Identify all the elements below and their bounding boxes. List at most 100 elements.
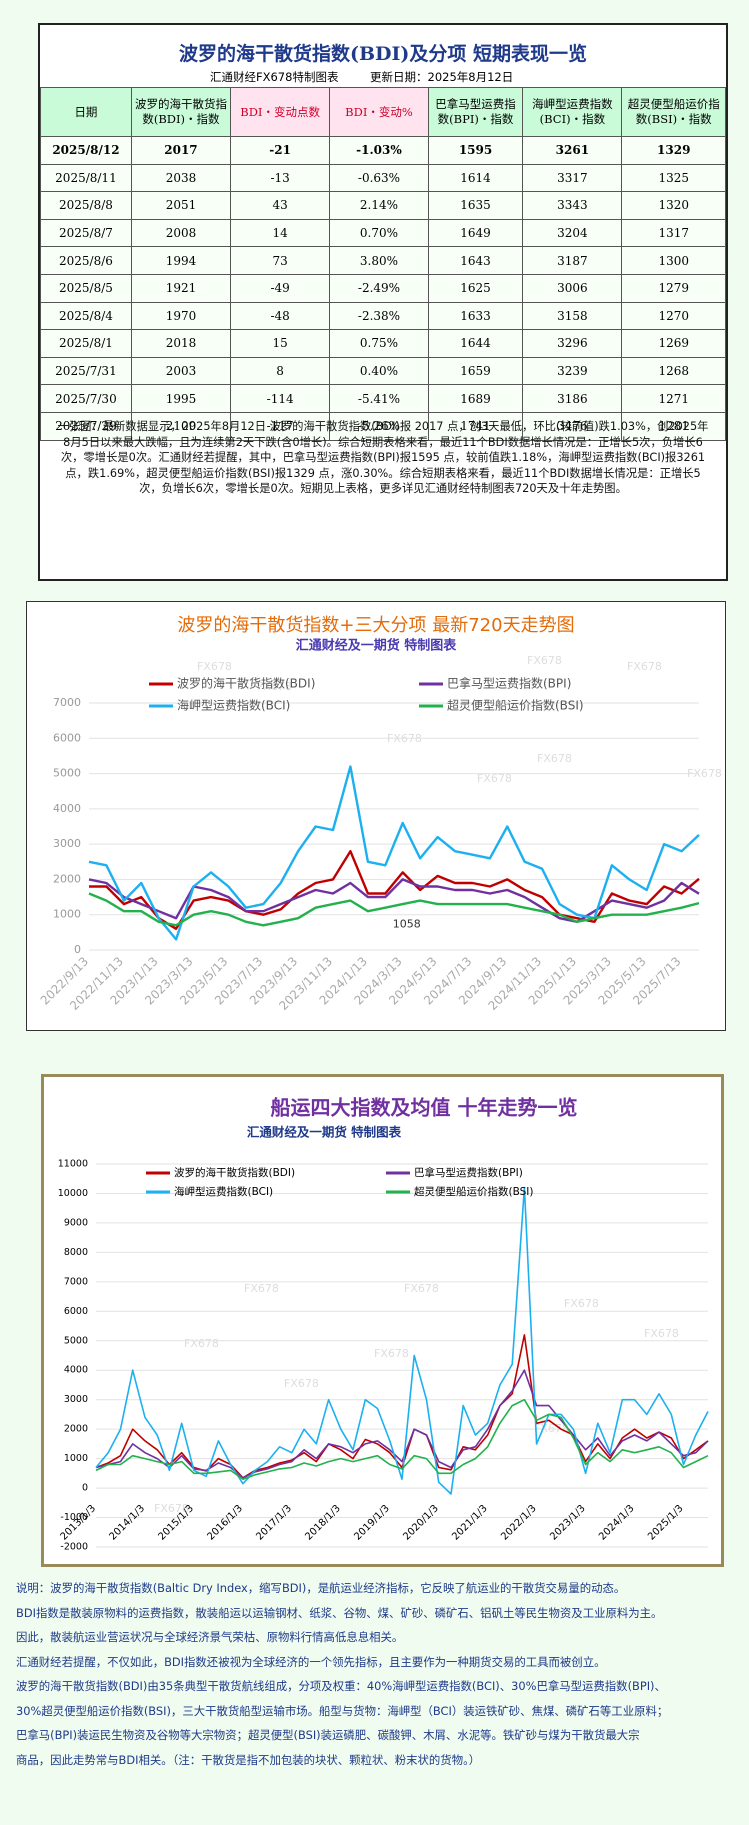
y-tick-label: 4000: [64, 1365, 88, 1376]
y-tick-label: 3000: [64, 1394, 88, 1405]
summary-text: 一张图：最新数据显示，2025年8月12日 波罗的海干散货指数(BDI)报 20…: [57, 420, 709, 495]
column-header: 巴拿马型运费指数(BPI)・指数: [427, 87, 524, 137]
table-cell: 2025/8/6: [40, 246, 132, 275]
legend-label: 海岬型运费指数(BCI): [174, 1185, 273, 1198]
table-cell: 1317: [621, 218, 726, 248]
x-tick-label: 2018/1/3: [303, 1503, 343, 1543]
y-tick-label: 0: [74, 943, 81, 956]
y-tick-label: 2000: [64, 1424, 88, 1435]
y-tick-label: 4000: [53, 802, 81, 815]
y-tick-label: 5000: [64, 1335, 88, 1346]
watermark: FX678: [627, 660, 662, 673]
watermark: FX678: [644, 1327, 679, 1340]
table-updated: 更新日期：2025年8月12日: [370, 70, 514, 84]
column-header: 海岬型运费指数(BCI)・指数: [522, 87, 623, 137]
note-line: 因此，散装航运业营运状况与全球经济景气荣枯、原物料行情高低息息相关。: [16, 1630, 404, 1644]
table-cell: 1643: [427, 246, 524, 275]
legend-label: 波罗的海干散货指数(BDI): [177, 676, 315, 691]
series-line: [88, 892, 700, 927]
y-tick-label: 9000: [64, 1217, 88, 1228]
table-cell: 8: [230, 356, 331, 386]
table-cell: -1.03%: [329, 136, 429, 165]
watermark: FX678: [564, 1297, 599, 1310]
table-cell: 2025/8/7: [40, 218, 132, 248]
table-cell: 2109: [130, 411, 232, 441]
watermark: FX678: [184, 1337, 219, 1350]
table-cell: 3187: [522, 246, 623, 275]
table-cell: 2025/8/11: [40, 163, 132, 193]
x-tick-label: 2023/1/3: [548, 1503, 588, 1543]
table-cell: 0.75%: [329, 329, 429, 358]
table-cell: 1329: [621, 136, 726, 165]
table-cell: 2025/8/12: [40, 136, 132, 165]
table-cell: 1325: [621, 163, 726, 193]
table-row: 2025/8/1 2018 15 0.75% 1644 3296 1269: [40, 329, 726, 358]
notes: 说明：波罗的海干散货指数(Baltic Dry Index，缩写BDI)，是航运…: [16, 1576, 744, 1772]
column-header: BDI・变动点数: [230, 87, 331, 137]
table-cell: -49: [230, 273, 331, 303]
series-line: [88, 765, 700, 941]
table-title: 波罗的海干散货指数(BDI)及分项 短期表现一览: [178, 43, 588, 65]
table-cell: -5.41%: [329, 384, 429, 413]
table-cell: 1595: [427, 136, 524, 165]
table-cell: 3261: [522, 136, 623, 165]
watermark: FX678: [534, 1422, 569, 1435]
watermark: FX678: [477, 772, 512, 785]
table-cell: 1268: [621, 356, 726, 386]
summary-table-panel: 波罗的海干散货指数(BDI)及分项 短期表现一览 汇通财经FX678特制图表 更…: [38, 23, 728, 581]
table-cell: 2025/7/31: [40, 356, 132, 386]
chart-title: 波罗的海干散货指数+三大分项 最新720天走势图: [177, 615, 574, 636]
chart-title: 船运四大指数及均值 十年走势一览: [271, 1096, 578, 1120]
series-line: [95, 1398, 709, 1480]
y-tick-label: 10000: [58, 1188, 88, 1199]
table-cell: 1614: [427, 163, 524, 193]
table-cell: 1644: [427, 329, 524, 358]
table-row: 2025/8/6 1994 73 3.80% 1643 3187 1300: [40, 246, 726, 275]
note-line: 说明：波罗的海干散货指数(Baltic Dry Index，缩写BDI)，是航运…: [16, 1581, 626, 1595]
table-cell: 2025/7/30: [40, 384, 132, 413]
y-tick-label: 3000: [53, 837, 81, 850]
table-cell: 2025/8/4: [40, 301, 132, 331]
watermark: FX678: [284, 1377, 319, 1390]
y-tick-label: -1000: [60, 1512, 88, 1523]
x-tick-label: 2016/1/3: [205, 1503, 245, 1543]
table-cell: 0.70%: [329, 218, 429, 248]
x-tick-label: 2020/1/3: [401, 1503, 441, 1543]
table-cell: 3296: [522, 329, 623, 358]
table-cell: 1625: [427, 273, 524, 303]
table-cell: -0.63%: [329, 163, 429, 193]
table-cell: 14: [230, 218, 331, 248]
column-header: 波罗的海干散货指数(BDI)・指数: [130, 87, 232, 137]
column-header: BDI・变动%: [329, 87, 429, 137]
table-cell: 3204: [522, 218, 623, 248]
x-tick-label: 2025/1/3: [646, 1503, 686, 1543]
table-cell: 1649: [427, 218, 524, 248]
table-cell: -5.26%: [329, 411, 429, 441]
table-cell: 1659: [427, 356, 524, 386]
legend-label: 海岬型运费指数(BCI): [177, 698, 290, 713]
x-tick-label: 2022/1/3: [499, 1503, 539, 1543]
table-cell: 3317: [522, 163, 623, 193]
note-line: 商品，因此走势常与BDI相关。（注：干散货是指不加包装的块状、颗粒状、粉末状的货…: [16, 1752, 481, 1767]
table-cell: 2017: [130, 136, 232, 165]
column-header: 日期: [40, 87, 132, 137]
legend-label: 巴拿马型运费指数(BPI): [447, 676, 571, 691]
table-cell: 3006: [522, 273, 623, 303]
x-tick-label: 2021/1/3: [450, 1503, 490, 1543]
x-tick-label: 2017/1/3: [254, 1503, 294, 1543]
x-tick-label: 2014/1/3: [108, 1503, 148, 1543]
table-cell: 2025/8/1: [40, 329, 132, 358]
table-cell: 1271: [621, 384, 726, 413]
table-cell: 1269: [621, 329, 726, 358]
y-tick-label: 7000: [64, 1276, 88, 1287]
y-tick-label: 6000: [64, 1306, 88, 1317]
note-line: 汇通财经若提醒，不仅如此，BDI指数还被视为全球经济的一个领先指标，且主要作为一…: [16, 1654, 606, 1669]
note-line: 波罗的海干散货指数(BDI)由35条典型干散货航线组成，分项及权重：40%海岬型…: [16, 1679, 666, 1693]
table-cell: 1741: [427, 411, 524, 441]
table-cell: 1995: [130, 384, 232, 413]
chart-subtitle: 汇通财经及一期货 特制图表: [296, 638, 458, 654]
table-cell: 1320: [621, 191, 726, 220]
watermark: FX678: [537, 752, 572, 765]
table-cell: -48: [230, 301, 331, 331]
